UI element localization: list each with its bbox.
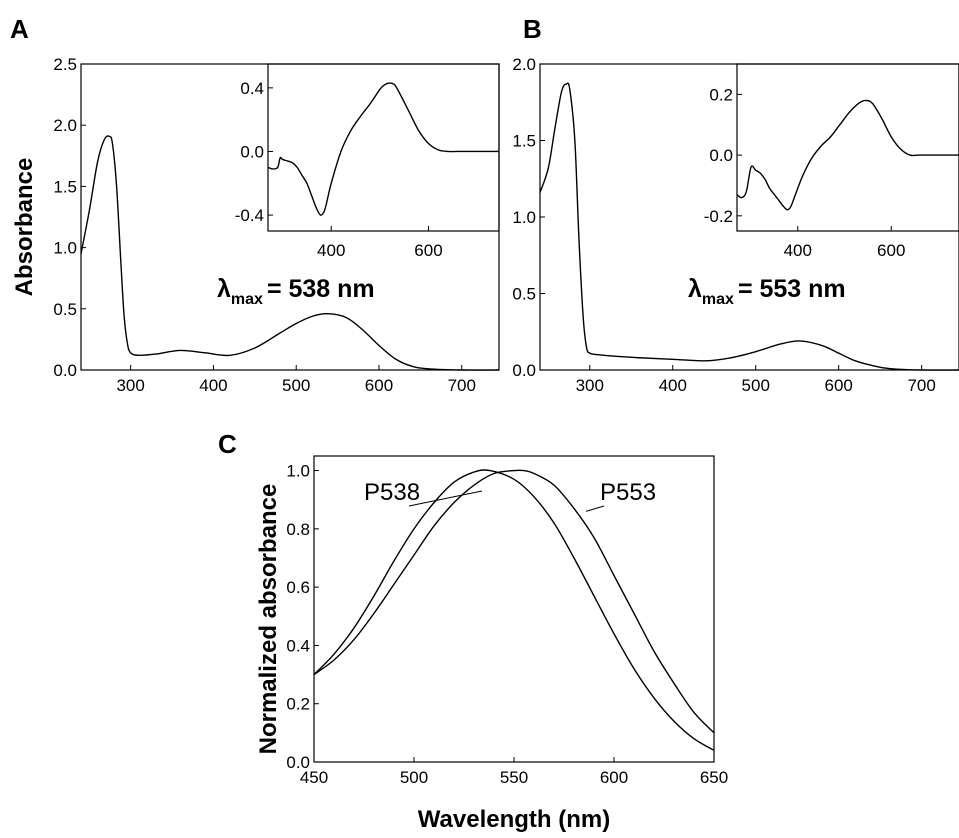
x-tick-label: 700 <box>907 376 935 395</box>
y-tick-label: 0.8 <box>286 520 310 539</box>
x-tick-label: 500 <box>282 376 310 395</box>
panel-label: B <box>523 14 542 44</box>
x-tick-label: 600 <box>877 241 905 260</box>
y-tick-label: -0.2 <box>704 207 733 226</box>
x-tick-label: 450 <box>300 768 328 787</box>
y-axis-title: Normalized absorbance <box>255 484 282 755</box>
x-axis-title: Wavelength (nm) <box>418 806 610 833</box>
y-tick-label: 1.0 <box>286 462 310 481</box>
series-label-leader <box>408 490 483 507</box>
y-tick-label: 0.2 <box>286 695 310 714</box>
y-tick-label: 1.5 <box>512 132 536 151</box>
y-tick-label: 0.2 <box>709 85 733 104</box>
y-tick-label: 1.5 <box>53 177 77 196</box>
y-tick-label: 0.0 <box>512 361 536 380</box>
x-tick-label: 400 <box>659 376 687 395</box>
y-tick-label: 0.0 <box>240 142 264 161</box>
x-tick-label: 500 <box>400 768 428 787</box>
x-tick-label: 400 <box>317 241 345 260</box>
y-tick-label: 2.0 <box>53 116 77 135</box>
y-tick-label: 0.0 <box>286 753 310 772</box>
series-line <box>80 135 500 371</box>
x-tick-label: 300 <box>116 376 144 395</box>
series-line-p538 <box>313 469 715 751</box>
chart-panel-c: C 450 500 550 600 650 0.0 0.2 0.4 0.6 0.8 1.0Normal… <box>218 429 728 833</box>
plot-frame <box>267 63 500 232</box>
lambda-symbol: λ <box>688 275 702 303</box>
chart-panel-b: B 300 400 500 600 700 0.0 0.5 1.0 1.5 2.0 400 600 -0.… <box>512 14 959 395</box>
series-line-p553 <box>313 469 715 734</box>
y-tick-label: 0.4 <box>240 79 264 98</box>
x-tick-label: 500 <box>742 376 770 395</box>
x-tick-label: 550 <box>500 768 528 787</box>
series-label-p538: P538 <box>364 479 420 506</box>
panel-label: A <box>10 14 29 44</box>
x-tick-label: 600 <box>825 376 853 395</box>
lambda-value: = 553 nm <box>738 275 846 303</box>
lambda-value: = 538 nm <box>267 275 375 303</box>
y-tick-label: -0.4 <box>235 206 264 225</box>
series-label-p553: P553 <box>600 479 656 506</box>
x-tick-label: 600 <box>414 241 442 260</box>
y-tick-label: 0.6 <box>286 578 310 597</box>
plot-frame <box>539 63 959 371</box>
y-tick-label: 1.0 <box>512 208 536 227</box>
lambda-symbol: λ <box>217 275 231 303</box>
series-line <box>736 99 959 211</box>
y-axis-title: Absorbance <box>11 158 38 297</box>
series-line <box>539 82 959 371</box>
y-tick-label: 0.5 <box>53 300 77 319</box>
y-tick-label: 0.0 <box>53 361 77 380</box>
inset-chart: 400 600 -0.2 0.0 0.2 <box>704 63 959 260</box>
plot-frame <box>80 63 500 371</box>
y-tick-label: 2.5 <box>53 55 77 74</box>
x-tick-label: 300 <box>576 376 604 395</box>
y-tick-label: 0.0 <box>709 146 733 165</box>
lambda-subscript: max <box>231 291 263 308</box>
plot-frame <box>736 63 959 232</box>
x-tick-label: 600 <box>365 376 393 395</box>
y-tick-label: 1.0 <box>53 239 77 258</box>
x-tick-label: 400 <box>199 376 227 395</box>
x-tick-label: 400 <box>784 241 812 260</box>
panel-label: C <box>218 429 237 459</box>
lambda-max-annotation: λmax = 538 nm <box>217 275 375 308</box>
y-tick-label: 0.5 <box>512 285 536 304</box>
y-tick-label: 0.4 <box>286 636 310 655</box>
x-tick-label: 700 <box>448 376 476 395</box>
x-tick-label: 650 <box>700 768 728 787</box>
inset-chart: 400 600 -0.4 0.0 0.4 <box>235 63 500 260</box>
series-line <box>267 82 499 216</box>
x-tick-label: 600 <box>600 768 628 787</box>
series-label-leader <box>585 505 605 512</box>
chart-panel-a: A 300 400 500 600 700 0.0 0.5 1.0 1.5 2.0 2.5 400 600… <box>10 14 500 395</box>
lambda-subscript: max <box>702 291 734 308</box>
y-tick-label: 2.0 <box>512 55 536 74</box>
lambda-max-annotation: λmax = 553 nm <box>688 275 846 308</box>
